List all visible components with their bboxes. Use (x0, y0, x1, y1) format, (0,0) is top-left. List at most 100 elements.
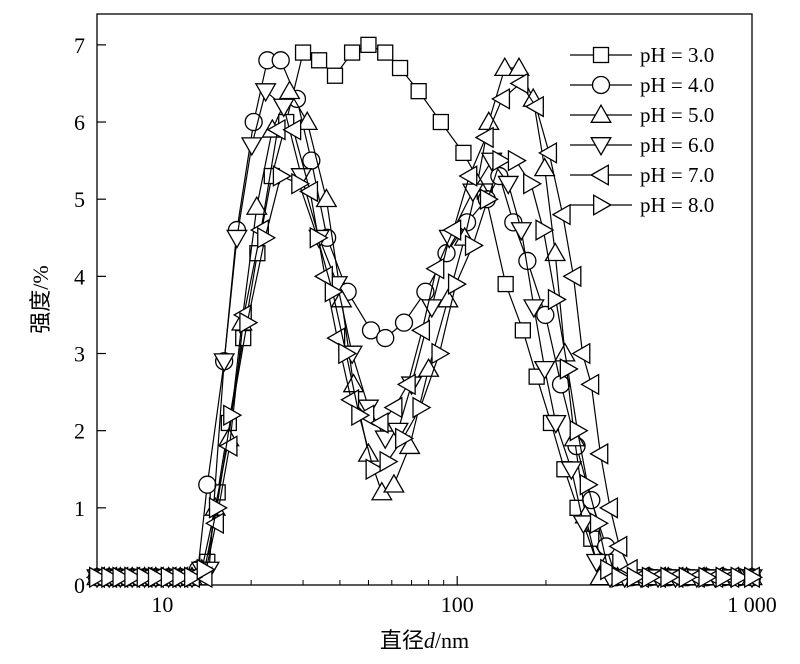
data-point (437, 288, 459, 308)
series-layer (85, 36, 764, 589)
data-point (365, 458, 385, 481)
data-point (160, 566, 180, 589)
data-point (538, 141, 558, 164)
data-point (412, 396, 432, 419)
data-point (361, 321, 381, 340)
data-point (641, 566, 661, 589)
data-point (294, 44, 312, 61)
data-point (458, 165, 478, 187)
data-point (598, 496, 619, 519)
data-point (326, 327, 346, 349)
data-point (744, 566, 764, 589)
data-point (442, 219, 462, 241)
data-point (492, 149, 512, 172)
data-point (257, 226, 277, 249)
data-point (272, 98, 295, 118)
data-point (112, 566, 132, 589)
y-tick-label: 2 (74, 419, 85, 444)
legend-label: pH = 6.0 (640, 133, 714, 157)
legend-marker (592, 46, 610, 64)
data-point (510, 222, 533, 242)
data-point (611, 566, 631, 589)
x-axis-label-unit: /nm (435, 628, 469, 653)
data-point (338, 342, 358, 365)
data-point (493, 56, 516, 76)
x-axis-label-variable: d (424, 628, 436, 653)
y-tick-label: 3 (74, 342, 85, 367)
x-axis-label: 直径d/nm (380, 628, 469, 653)
data-point (357, 442, 380, 462)
legend: pH = 3.0 pH = 4.0 pH = 5.0 pH = 6.0 pH = 7.0… (570, 43, 714, 217)
data-point (89, 566, 109, 589)
y-tick-label: 4 (74, 264, 85, 289)
data-point (522, 299, 545, 319)
series-triangle-right (89, 149, 764, 589)
data-point (340, 388, 360, 411)
data-point (420, 299, 443, 319)
data-point (343, 44, 361, 61)
data-point (600, 558, 620, 581)
data-point (509, 72, 529, 95)
data-point (184, 566, 204, 589)
data-point (589, 512, 609, 535)
data-point (254, 83, 277, 103)
data-point (425, 257, 445, 280)
data-point (394, 313, 414, 332)
x-tick-label: 1 000 (727, 592, 777, 617)
data-point (296, 110, 319, 131)
data-point (626, 566, 646, 589)
data-point (396, 373, 416, 396)
data-point (491, 87, 511, 110)
x-axis-label-prefix: 直径 (380, 628, 424, 653)
data-point (544, 242, 567, 262)
data-point (508, 56, 530, 76)
legend-entry: pH = 4.0 (570, 73, 714, 97)
data-point (218, 435, 238, 458)
legend-label: pH = 4.0 (640, 73, 714, 97)
plot-frame (96, 13, 753, 586)
data-point (315, 188, 338, 208)
data-point (523, 172, 543, 195)
data-point (698, 566, 718, 589)
data-point (278, 80, 301, 100)
legend-label: pH = 3.0 (640, 43, 714, 67)
data-point (410, 83, 427, 100)
data-point (369, 412, 389, 434)
data-point (383, 473, 405, 493)
y-tick-label: 0 (74, 573, 85, 598)
legend-entry: pH = 8.0 (570, 193, 714, 217)
data-point (299, 180, 319, 203)
legend-entry: pH = 6.0 (570, 133, 714, 157)
data-point (447, 273, 467, 295)
axis-ticks: 10 100 1 000 0 1 2 3 4 5 6 7 (74, 33, 777, 617)
data-point (571, 342, 591, 365)
data-point (226, 229, 248, 249)
data-point (497, 175, 520, 195)
legend-label: pH = 7.0 (640, 163, 714, 187)
legend-label: pH = 5.0 (640, 103, 714, 127)
y-tick-label: 6 (74, 110, 85, 135)
data-point (245, 195, 268, 215)
data-point (560, 461, 583, 481)
data-point (533, 360, 556, 381)
data-point (569, 419, 589, 442)
data-point (324, 280, 344, 303)
data-point (377, 44, 394, 61)
data-point (244, 112, 263, 132)
data-point (374, 430, 397, 450)
data-point (351, 404, 371, 427)
data-point (589, 442, 609, 465)
data-point (172, 566, 192, 589)
data-point (715, 566, 735, 589)
data-point (271, 51, 290, 70)
data-point (101, 566, 121, 589)
legend-marker (590, 137, 612, 157)
data-point (608, 535, 628, 558)
legend-entry: pH = 7.0 (570, 163, 714, 187)
data-point (479, 188, 499, 211)
y-tick-label: 1 (74, 496, 85, 521)
data-point (213, 353, 236, 373)
data-point (579, 473, 599, 496)
data-point (136, 566, 156, 589)
